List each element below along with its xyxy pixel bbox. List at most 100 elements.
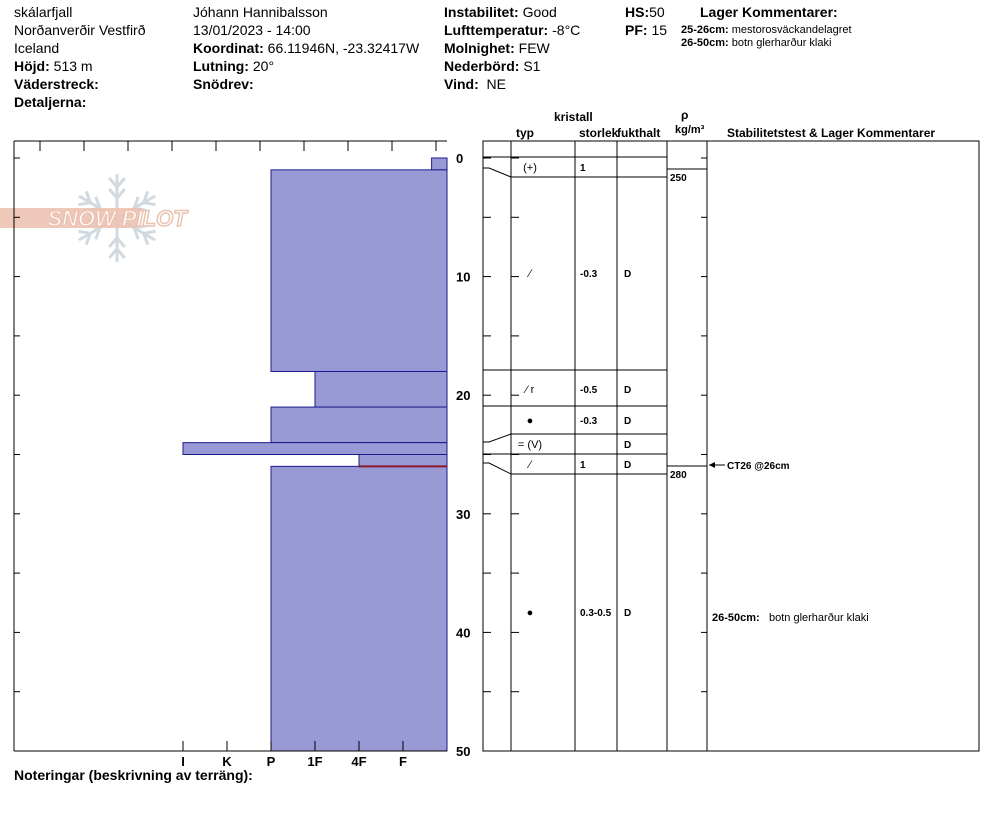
- snowflake-branch: [142, 232, 150, 246]
- density-unit-header: kg/m³: [675, 124, 705, 136]
- snowflake-branch: [108, 188, 119, 200]
- grain-size: 1: [580, 460, 586, 471]
- moisture-value: D: [624, 269, 631, 280]
- air-temperature: Lufttemperatur: -8°C: [444, 21, 580, 39]
- precipitation: Nederbörd: S1: [444, 57, 540, 75]
- stability-comment-range: 26-50cm:: [712, 612, 760, 624]
- drift-label: Snödrev:: [193, 76, 254, 92]
- hardness-bar: [431, 157, 448, 171]
- depth-tick-label: 20: [456, 388, 470, 403]
- moisture-value: D: [624, 608, 631, 619]
- layer-comments-title: Lager Kommentarer:: [700, 4, 838, 20]
- snowflake-branch: [115, 188, 126, 200]
- hardness-tick-label: 1F: [307, 754, 322, 769]
- country-name: Iceland: [14, 40, 60, 56]
- elevation-label: Höjd:: [14, 58, 50, 74]
- grain-size: -0.3: [580, 269, 598, 280]
- grain-size: -0.3: [580, 416, 598, 427]
- aspect-label: Väderstreck:: [14, 76, 99, 92]
- slope-value: 20°: [252, 58, 275, 74]
- sky-cover: Molnighet: FEW: [444, 39, 550, 57]
- layer-comment: 25-26cm: mestorosväckandelagret: [681, 24, 852, 37]
- precip-label: Nederbörd:: [444, 58, 520, 74]
- sky-value: FEW: [518, 40, 550, 56]
- snowflake-branch: [108, 247, 119, 259]
- region-name: Norðanverðir Vestfirð: [14, 22, 146, 38]
- notes-label: Noteringar (beskrivning av terräng):: [14, 767, 253, 783]
- snow-drift: Snödrev:: [193, 75, 254, 93]
- pf-label: PF:: [625, 22, 648, 38]
- snowflake-branch: [115, 236, 126, 248]
- hs-label: HS:: [625, 4, 650, 20]
- layer-comment-text: mestorosväckandelagret: [731, 24, 852, 36]
- stability-test-label: CT26 @26cm: [727, 461, 790, 472]
- depth-tick-label: 10: [456, 270, 470, 285]
- hardness-tick-label: F: [399, 754, 407, 769]
- layer-comment-range: 26-50cm:: [681, 37, 729, 49]
- watermark-text: SNOW PILOT: [47, 206, 188, 231]
- snowflake-branch: [143, 229, 156, 235]
- grain-type: ⁄ r: [523, 384, 535, 396]
- grain-type: (+): [523, 162, 537, 174]
- snowflake-branch: [84, 190, 92, 204]
- crystal-header: kristall: [554, 110, 593, 124]
- layer-comment-text: botn glerharður klaki: [731, 37, 832, 49]
- slope-label: Lutning:: [193, 58, 249, 74]
- pf-value: 15: [651, 22, 668, 38]
- elevation: Höjd: 513 m: [14, 57, 93, 75]
- moisture-value: D: [624, 416, 631, 427]
- snowflake-branch: [94, 196, 102, 209]
- snowflake-branch: [142, 190, 150, 204]
- grain-size: 1: [580, 163, 586, 174]
- depth-tick-label: 50: [456, 744, 470, 759]
- depth-tick-label: 40: [456, 625, 470, 640]
- hardness-tick-label: 4F: [351, 754, 366, 769]
- hardness-bar: [358, 454, 448, 467]
- snowflake-branch: [78, 201, 91, 207]
- grain-type: = (V): [518, 439, 542, 451]
- location-name: skálarfjall: [14, 4, 73, 20]
- snowflake-branch: [132, 227, 140, 240]
- precip-value: S1: [523, 58, 541, 74]
- moisture-header: fukthalt: [617, 126, 661, 140]
- airtemp-label: Lufttemperatur:: [444, 22, 549, 38]
- hardness-bar: [270, 406, 448, 444]
- snowflake-branch: [132, 196, 140, 209]
- coordinates: Koordinat: 66.11946N, -23.32417W: [193, 39, 419, 57]
- grain-size: -0.5: [580, 385, 598, 396]
- wind: Vind: NE: [444, 75, 506, 93]
- stability-label: Instabilitet:: [444, 4, 519, 20]
- snowflake-branch: [108, 177, 119, 189]
- density-value: 280: [670, 470, 687, 481]
- snowflake-branch: [108, 236, 119, 248]
- hardness-bar: [270, 465, 448, 752]
- row-connector: [483, 433, 512, 443]
- hs-value: 50: [649, 4, 665, 20]
- sky-label: Molnighet:: [444, 40, 515, 56]
- hardness-bar: [270, 169, 448, 372]
- stability-arrowhead: [709, 462, 715, 468]
- aspect: Väderstreck:: [14, 75, 99, 93]
- coord-value: 66.11946N, -23.32417W: [267, 40, 420, 56]
- watermark-band: [0, 208, 143, 228]
- slope: Lutning: 20°: [193, 57, 274, 75]
- layer-table: (+) 1 ⁄ -0.3 D ⁄ r -0.5 D ● -0.3 D = (V) D ⁄ 1 D ● 0.3-0.…: [482, 140, 980, 752]
- size-header: storlek: [579, 126, 619, 140]
- snowflake-branch: [78, 229, 91, 235]
- stability-value: Good: [522, 4, 557, 20]
- grain-type: ⁄: [526, 268, 533, 280]
- hardness-bar: [182, 442, 448, 456]
- moisture-value: D: [624, 440, 631, 451]
- snowflake-branch: [115, 177, 126, 189]
- depth-tick-label: 0: [456, 151, 463, 166]
- layer-comment-range: 25-26cm:: [681, 24, 729, 36]
- stability-comment-text: botn glerharður klaki: [769, 612, 869, 624]
- observation-datetime: 13/01/2023 - 14:00: [193, 22, 311, 38]
- snowflake-branch: [84, 232, 92, 246]
- coord-label: Koordinat:: [193, 40, 264, 56]
- wind-label: Vind:: [444, 76, 479, 92]
- grain-type: ⁄: [526, 459, 533, 471]
- airtemp-value: -8°C: [552, 22, 581, 38]
- hardness-tick-label: P: [267, 754, 276, 769]
- moisture-value: D: [624, 385, 631, 396]
